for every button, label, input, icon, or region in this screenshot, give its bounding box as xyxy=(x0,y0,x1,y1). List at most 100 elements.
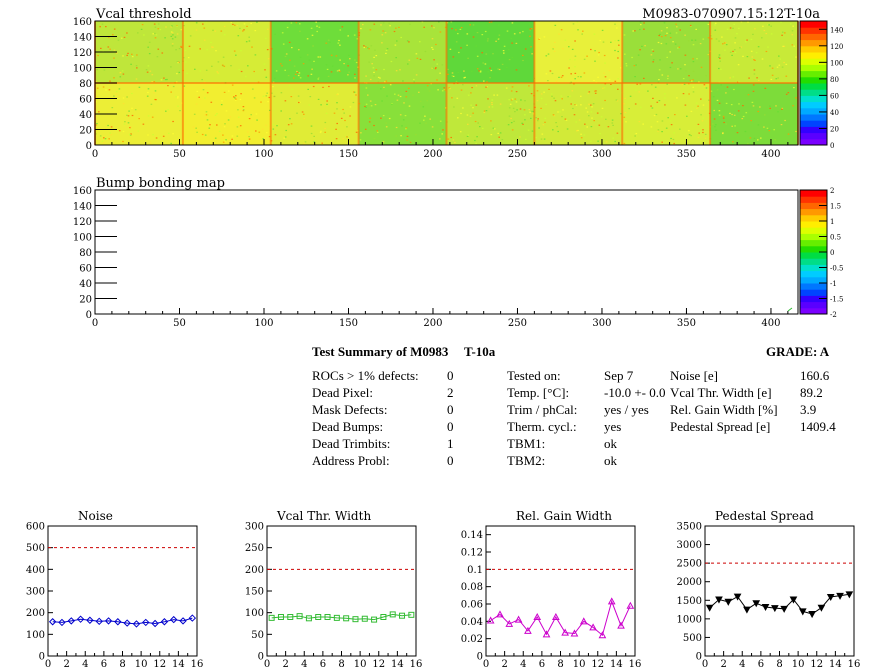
pixel-speckle xyxy=(155,137,158,139)
pixel-speckle xyxy=(131,53,133,55)
pixel-speckle xyxy=(248,138,251,140)
pixel-speckle xyxy=(751,101,754,103)
pixel-speckle xyxy=(281,32,284,34)
pixel-speckle xyxy=(522,59,524,62)
pixel-speckle xyxy=(117,39,120,41)
pixel-speckle xyxy=(574,59,576,61)
pixel-speckle xyxy=(669,37,672,39)
pixel-speckle xyxy=(171,25,173,27)
pixel-speckle xyxy=(298,72,301,74)
data-point xyxy=(76,615,85,623)
pixel-speckle xyxy=(355,94,357,96)
pixel-speckle xyxy=(391,103,393,105)
pixel-speckle xyxy=(569,58,571,61)
pixel-speckle xyxy=(195,127,197,129)
pixel-speckle xyxy=(715,38,718,40)
data-point xyxy=(524,626,532,634)
palette-swatch xyxy=(800,301,827,309)
pixel-speckle xyxy=(449,48,452,50)
pixel-speckle xyxy=(224,140,226,142)
pixel-speckle xyxy=(103,69,106,71)
pixel-speckle xyxy=(122,97,125,99)
pixel-speckle xyxy=(718,102,721,104)
pixel-speckle xyxy=(223,34,226,36)
pixel-speckle xyxy=(373,138,376,140)
pixel-speckle xyxy=(354,59,356,61)
pixel-speckle xyxy=(670,137,672,140)
pixel-speckle xyxy=(267,28,269,30)
data-point xyxy=(845,591,854,599)
pixel-speckle xyxy=(444,89,446,91)
pixel-speckle xyxy=(427,88,429,90)
roc-block xyxy=(446,83,535,146)
pixel-speckle xyxy=(195,22,198,24)
pixel-speckle xyxy=(123,36,126,38)
pixel-speckle xyxy=(460,89,463,91)
pixel-speckle xyxy=(656,101,659,103)
pixel-speckle xyxy=(653,114,656,117)
pixel-speckle xyxy=(742,115,745,118)
y-tick-label: 0.04 xyxy=(461,617,483,628)
pixel-speckle xyxy=(452,139,455,141)
pixel-speckle xyxy=(290,123,293,125)
pixel-speckle xyxy=(265,124,267,126)
pixel-speckle xyxy=(784,119,786,122)
pixel-speckle xyxy=(543,36,546,38)
pixel-speckle xyxy=(254,54,257,56)
pixel-speckle xyxy=(783,61,785,64)
pixel-speckle xyxy=(593,33,596,35)
pixel-speckle xyxy=(725,92,727,94)
pixel-speckle xyxy=(692,91,695,93)
pixel-speckle xyxy=(171,32,174,34)
y-tick-label: 1500 xyxy=(677,596,702,607)
pixel-speckle xyxy=(149,70,152,72)
pixel-speckle xyxy=(441,90,444,92)
palette-tick-label: 80 xyxy=(830,76,839,84)
pixel-speckle xyxy=(515,69,518,71)
pixel-speckle xyxy=(123,123,126,125)
summary-label: Vcal Thr. Width [e] xyxy=(670,385,772,400)
pixel-speckle xyxy=(757,124,760,126)
pixel-speckle xyxy=(452,75,455,77)
pixel-speckle xyxy=(368,61,370,63)
pixel-speckle xyxy=(781,34,783,36)
pixel-speckle xyxy=(96,87,99,89)
pixel-speckle xyxy=(657,130,659,132)
pixel-speckle xyxy=(147,88,150,90)
pixel-speckle xyxy=(688,75,690,77)
pixel-speckle xyxy=(138,86,141,88)
y-tick-label: 20 xyxy=(79,295,92,306)
y-tick-label: 0.08 xyxy=(461,582,483,593)
pixel-speckle xyxy=(586,126,588,128)
pixel-speckle xyxy=(413,78,415,81)
pixel-speckle xyxy=(605,118,607,120)
pixel-speckle xyxy=(594,92,597,94)
pixel-speckle xyxy=(744,130,747,133)
pixel-speckle xyxy=(170,142,172,144)
pixel-speckle xyxy=(266,49,269,51)
data-point xyxy=(315,614,322,620)
pixel-speckle xyxy=(284,136,287,138)
summary-value: ok xyxy=(604,436,617,451)
pixel-speckle xyxy=(654,86,657,88)
pixel-speckle xyxy=(113,28,116,30)
pixel-speckle xyxy=(614,49,616,52)
roc-block xyxy=(534,21,623,84)
pixel-speckle xyxy=(754,59,756,61)
pixel-speckle xyxy=(154,37,157,39)
pixel-speckle xyxy=(188,45,191,47)
pixel-speckle xyxy=(740,21,743,23)
pixel-speckle xyxy=(175,49,177,51)
pixel-speckle xyxy=(770,25,772,27)
pixel-speckle xyxy=(592,103,595,105)
pixel-speckle xyxy=(99,135,102,137)
pixel-speckle xyxy=(557,130,559,133)
pixel-speckle xyxy=(251,46,253,48)
pixel-speckle xyxy=(590,140,592,142)
pixel-speckle xyxy=(507,124,510,126)
pixel-speckle xyxy=(731,113,733,116)
pixel-speckle xyxy=(459,131,462,133)
